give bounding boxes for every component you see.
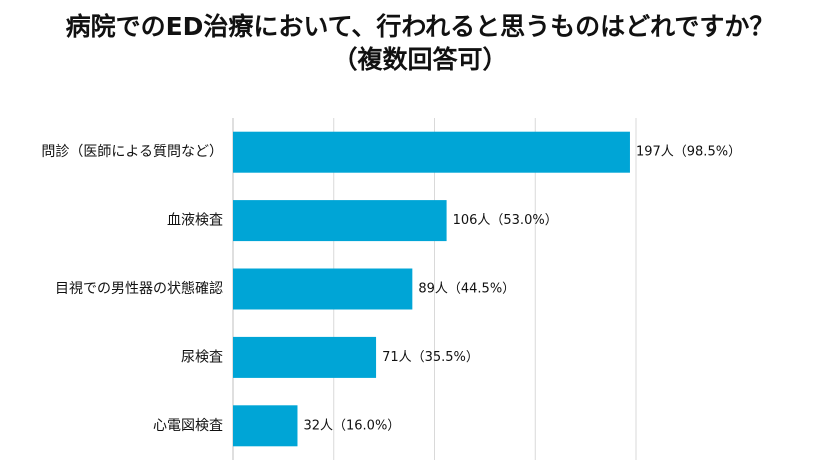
bar	[233, 268, 413, 310]
chart-title-line1: 病院でのED治療において、行われると思うものはどれですか？	[65, 12, 775, 41]
chart-subtitle: （複数回答可）	[332, 45, 508, 74]
bar	[233, 200, 447, 242]
chart-title: 病院でのED治療において、行われると思うものはどれですか？ （複数回答可）	[0, 10, 840, 76]
data-label: 32人（16.0%）	[303, 418, 400, 433]
data-label: 71人（35.5%）	[382, 350, 479, 365]
data-label: 106人（53.0%）	[453, 213, 558, 228]
category-label: 問診（医師による質問など）	[41, 144, 223, 160]
data-label: 197人（98.5%）	[636, 145, 741, 160]
category-label: 尿検査	[181, 349, 223, 365]
bar	[233, 131, 630, 173]
category-label: 心電図検査	[153, 418, 223, 434]
value-labels: 197人（98.5%） 106人（53.0%） 89人（44.5%） 71人（35.5…	[303, 145, 741, 434]
category-label: 目視での男性器の状態確認	[55, 281, 223, 297]
bar	[233, 336, 377, 378]
data-label: 89人（44.5%）	[418, 282, 515, 297]
bar	[233, 405, 298, 447]
bars	[233, 131, 630, 447]
category-label: 血液検査	[167, 213, 223, 229]
